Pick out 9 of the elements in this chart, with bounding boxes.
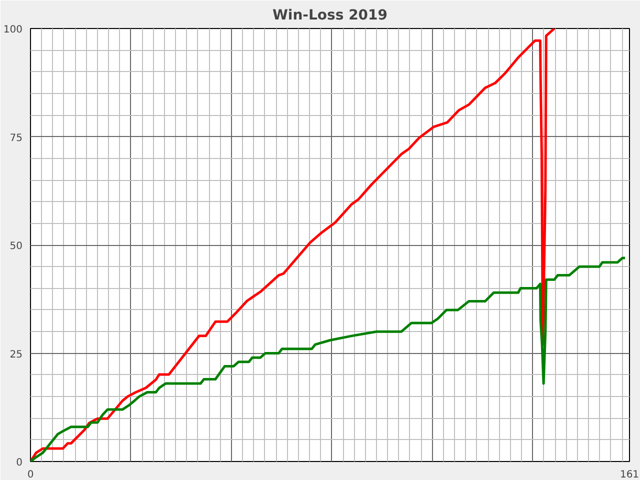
line-series (30, 256, 626, 462)
x-tick-label: 161 (620, 470, 640, 480)
y-tick-label: 0 (16, 458, 23, 468)
chart-title: Win-Loss 2019 (272, 8, 388, 24)
y-tick-label: 25 (10, 349, 23, 360)
y-tick-label: 75 (10, 132, 23, 144)
y-tick-label: 100 (3, 24, 23, 36)
y-tick-label: 50 (10, 241, 23, 252)
line-series (30, 28, 556, 462)
